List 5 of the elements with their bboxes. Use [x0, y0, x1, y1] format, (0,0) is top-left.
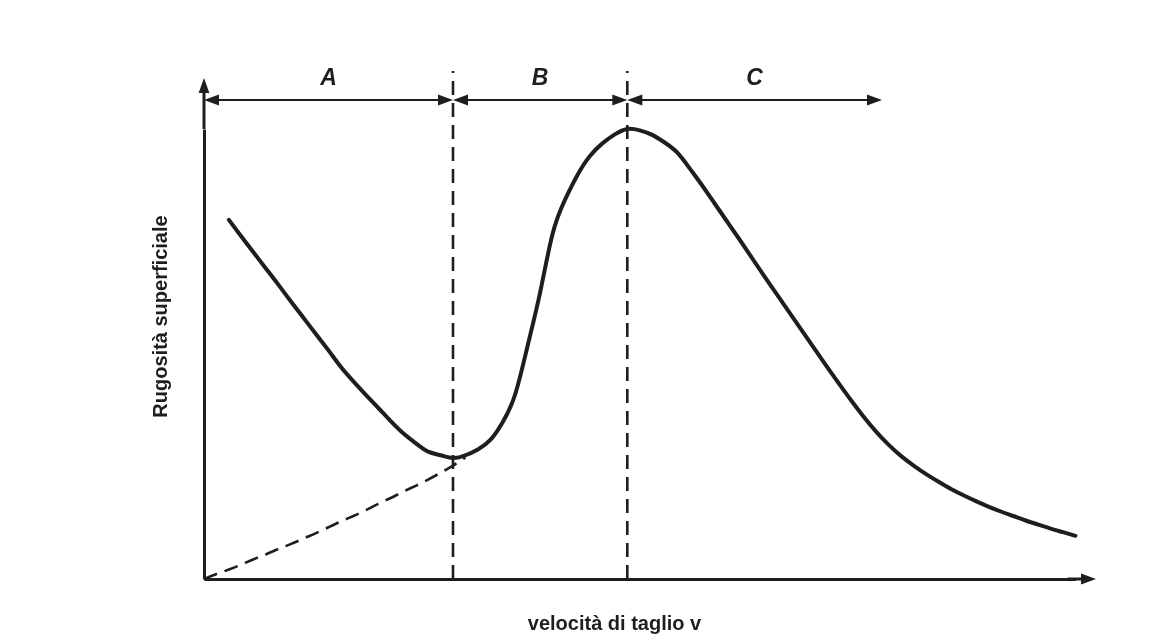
text: B: [531, 64, 549, 90]
text: A: [319, 64, 337, 90]
y-axis-title: Rugosità superficiale: [148, 215, 171, 418]
text: C: [746, 64, 764, 90]
x-axis-title: velocità di taglio v: [527, 611, 703, 634]
